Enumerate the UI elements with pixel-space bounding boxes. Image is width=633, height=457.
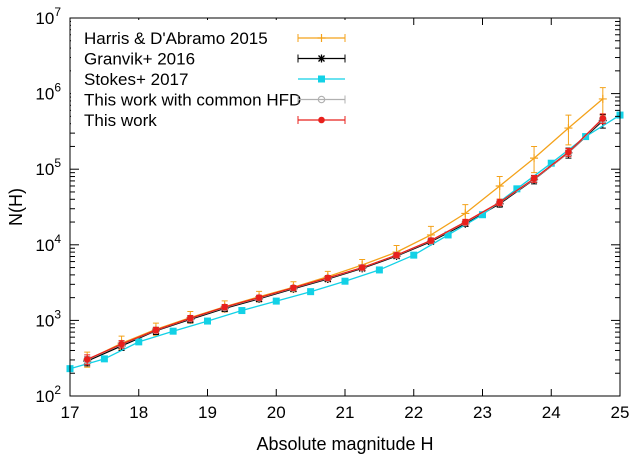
data-point bbox=[152, 326, 160, 334]
data-point bbox=[375, 266, 383, 274]
x-tick-label: 18 bbox=[129, 403, 148, 422]
data-point bbox=[317, 34, 326, 42]
data-point bbox=[564, 124, 573, 133]
x-tick-label: 22 bbox=[404, 403, 423, 422]
x-tick-label: 19 bbox=[198, 403, 217, 422]
data-point bbox=[238, 307, 246, 315]
data-point bbox=[204, 317, 211, 325]
data-point bbox=[135, 338, 143, 346]
data-point bbox=[565, 148, 572, 156]
y-tick-label: 107 bbox=[35, 5, 61, 28]
data-point bbox=[513, 185, 521, 193]
data-point bbox=[599, 115, 607, 122]
data-point bbox=[83, 356, 91, 363]
y-tick-label: 106 bbox=[35, 81, 61, 104]
legend-entry: This work with common HFD bbox=[84, 91, 346, 110]
legend-entry: Stokes+ 2017 bbox=[84, 70, 345, 89]
data-point bbox=[169, 327, 177, 335]
data-point bbox=[324, 274, 332, 282]
legend-label: This work bbox=[84, 111, 157, 130]
data-point bbox=[317, 95, 326, 104]
x-tick-label: 25 bbox=[611, 403, 630, 422]
legend-errorbar-cap bbox=[297, 116, 346, 124]
legend-label: Stokes+ 2017 bbox=[84, 70, 188, 89]
legend-label: This work with common HFD bbox=[84, 91, 301, 110]
x-axis-label: Absolute magnitude H bbox=[256, 434, 433, 454]
data-point bbox=[318, 116, 325, 124]
series-line bbox=[86, 98, 604, 361]
y-tick-label: 104 bbox=[35, 232, 61, 255]
data-point bbox=[221, 303, 228, 311]
data-point bbox=[100, 355, 108, 363]
data-point bbox=[496, 198, 503, 206]
legend-label: Granvik+ 2016 bbox=[84, 50, 195, 69]
data-point bbox=[444, 231, 452, 239]
legend-label: Harris & D'Abramo 2015 bbox=[84, 29, 268, 48]
x-tick-label: 20 bbox=[267, 403, 286, 422]
legend-errorbar-cap bbox=[297, 95, 346, 104]
data-point bbox=[317, 54, 326, 63]
data-point bbox=[255, 294, 263, 301]
y-axis-label: N(H) bbox=[6, 188, 26, 226]
data-point bbox=[479, 211, 486, 219]
legend-entry: Harris & D'Abramo 2015 bbox=[84, 29, 346, 48]
data-point bbox=[530, 154, 539, 163]
data-point bbox=[530, 175, 538, 182]
data-point bbox=[187, 314, 194, 322]
legend-entry: Granvik+ 2016 bbox=[84, 50, 346, 69]
legend-errorbar-cap bbox=[297, 54, 346, 63]
legend-errorbar-cap bbox=[297, 34, 346, 42]
data-point bbox=[427, 237, 435, 244]
legend-entry: This work bbox=[84, 111, 346, 130]
data-point bbox=[461, 209, 470, 218]
data-point bbox=[598, 94, 607, 103]
data-point bbox=[272, 297, 280, 305]
data-point bbox=[290, 284, 297, 292]
series bbox=[83, 115, 607, 364]
data-point bbox=[358, 264, 366, 271]
data-point bbox=[307, 288, 315, 296]
data-point bbox=[393, 251, 400, 259]
x-tick-label: 23 bbox=[473, 403, 492, 422]
data-point bbox=[547, 159, 555, 167]
data-point bbox=[118, 340, 125, 348]
series-line bbox=[86, 118, 604, 361]
series bbox=[83, 113, 607, 366]
series-layer bbox=[66, 87, 624, 373]
data-point bbox=[410, 251, 418, 259]
series-line bbox=[86, 120, 604, 362]
x-tick-label: 24 bbox=[542, 403, 561, 422]
x-tick-label: 21 bbox=[336, 403, 355, 422]
legend: Harris & D'Abramo 2015 Granvik+ 2016Stoke… bbox=[71, 20, 365, 130]
y-tick-label: 103 bbox=[35, 307, 61, 330]
data-point bbox=[495, 181, 504, 190]
y-tick-label: 105 bbox=[35, 156, 61, 179]
data-point bbox=[462, 218, 469, 226]
y-tick-label: 102 bbox=[35, 383, 61, 406]
data-point bbox=[341, 277, 349, 285]
x-tick-label: 17 bbox=[61, 403, 80, 422]
data-point bbox=[318, 75, 325, 83]
series-line bbox=[86, 117, 604, 360]
